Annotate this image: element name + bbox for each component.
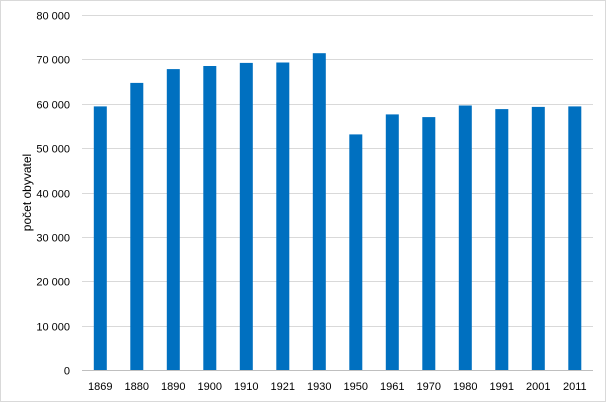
x-tick-label: 2001	[526, 381, 550, 393]
bar-2011	[568, 106, 582, 371]
x-tick-label: 1991	[490, 381, 514, 393]
x-tick-label: 1910	[234, 381, 258, 393]
x-tick-label: 1869	[88, 381, 112, 393]
x-tick-label: 1921	[271, 381, 295, 393]
x-tick-label: 1950	[344, 381, 368, 393]
bar-2001	[531, 106, 545, 371]
y-tick-label: 70 000	[36, 55, 70, 67]
y-tick-label: 0	[64, 366, 70, 378]
x-tick-label: 1961	[380, 381, 404, 393]
bar-1950	[349, 134, 363, 370]
y-axis-title: počet obyvatel	[20, 154, 34, 231]
x-tick-label: 1930	[307, 381, 331, 393]
y-tick-label: 40 000	[36, 189, 70, 201]
y-tick-label: 20 000	[36, 277, 70, 289]
bar-1869	[93, 106, 107, 371]
bar-1880	[130, 82, 144, 371]
bar-1961	[385, 114, 399, 371]
x-tick-label: 1890	[161, 381, 185, 393]
bar-1890	[166, 69, 180, 370]
y-tick-label: 10 000	[36, 322, 70, 334]
y-tick-label: 80 000	[36, 11, 70, 23]
bar-1900	[203, 66, 217, 370]
y-tick-label: 30 000	[36, 233, 70, 245]
bar-1910	[239, 62, 253, 371]
bar-1980	[458, 105, 472, 370]
x-tick-label: 1970	[417, 381, 441, 393]
y-tick-label: 60 000	[36, 100, 70, 112]
x-tick-label: 1900	[198, 381, 222, 393]
y-axis-tick-labels: 0 10 000 20 000 30 000 40 000 50 000 60 000 70 …	[36, 11, 70, 378]
bar-1930	[312, 53, 326, 370]
bar-1970	[422, 117, 436, 370]
y-tick-label: 50 000	[36, 144, 70, 156]
x-tick-label: 2011	[563, 381, 587, 393]
bars	[93, 53, 582, 371]
x-tick-label: 1980	[453, 381, 477, 393]
x-tick-label: 1880	[125, 381, 149, 393]
gridlines	[82, 15, 593, 371]
x-axis-tick-labels: 1869 1880 1890 1900 1910 1921 1930 1950 1961 1970…	[88, 381, 587, 393]
bar-1921	[276, 62, 290, 370]
bar-1991	[495, 109, 509, 370]
